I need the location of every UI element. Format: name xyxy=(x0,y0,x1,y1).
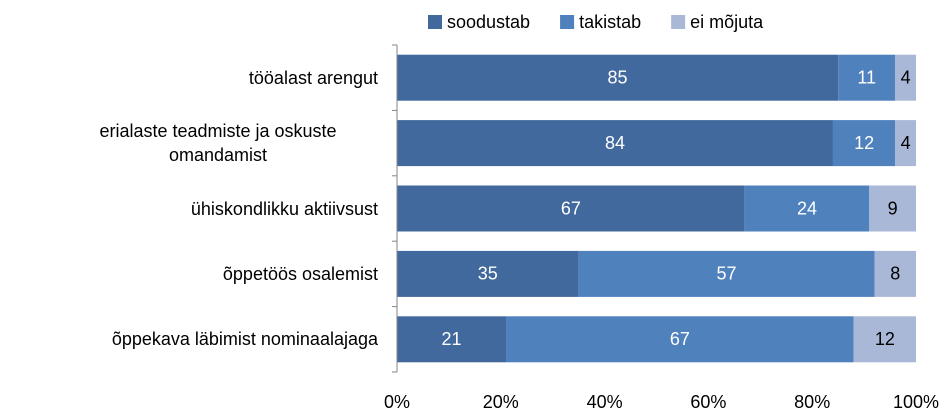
bar-segment xyxy=(895,120,916,167)
category-text: õppetöös osalemist xyxy=(222,263,378,284)
value-label: 35 xyxy=(478,264,498,284)
bar-segment xyxy=(838,54,896,101)
category-text: õppekava läbimist nominaalajaga xyxy=(111,329,378,350)
bar-segment xyxy=(397,185,745,232)
value-label: 24 xyxy=(797,198,817,218)
value-label: 4 xyxy=(901,133,911,153)
bar-segment xyxy=(832,120,896,167)
category-label: tööalast arengut xyxy=(249,66,378,90)
value-label: 21 xyxy=(441,329,461,349)
value-label: 67 xyxy=(670,329,690,349)
bar-segment xyxy=(397,120,833,167)
x-tick-label: 100% xyxy=(893,392,939,412)
legend-label: ei mõjuta xyxy=(690,12,764,32)
x-tick-label: 80% xyxy=(794,392,830,412)
bar-segment xyxy=(895,54,916,101)
bar-segment xyxy=(869,185,916,232)
legend-swatch xyxy=(428,15,442,29)
bar-segment xyxy=(744,185,870,232)
value-label: 9 xyxy=(888,198,898,218)
bar-segment xyxy=(505,316,854,363)
legend-label: takistab xyxy=(579,12,641,32)
value-label: 8 xyxy=(890,264,900,284)
category-label: erialaste teadmiste ja oskuste omandamis… xyxy=(58,119,378,167)
bar-segment xyxy=(397,54,839,101)
value-label: 57 xyxy=(717,264,737,284)
x-tick-label: 0% xyxy=(384,392,410,412)
value-label: 84 xyxy=(605,133,625,153)
category-label: õppetöös osalemist xyxy=(223,262,378,286)
value-label: 85 xyxy=(608,67,628,87)
bar-segment xyxy=(874,250,916,297)
bar-segment xyxy=(853,316,916,363)
value-label: 12 xyxy=(854,133,874,153)
value-label: 11 xyxy=(857,67,876,87)
x-tick-label: 20% xyxy=(483,392,519,412)
category-text: tööalast arengut xyxy=(248,67,378,88)
value-label: 4 xyxy=(901,67,911,87)
bar-segment xyxy=(397,250,579,297)
x-tick-label: 40% xyxy=(587,392,623,412)
legend-label: soodustab xyxy=(447,12,530,32)
bar-segment xyxy=(578,250,875,297)
legend-swatch xyxy=(560,15,575,29)
category-label: ühiskondlikku aktiivsust xyxy=(191,197,378,221)
legend-swatch xyxy=(671,15,686,29)
value-label: 67 xyxy=(561,198,581,218)
bar-segment xyxy=(397,316,506,363)
value-label: 12 xyxy=(875,329,895,349)
category-label: õppekava läbimist nominaalajaga xyxy=(112,327,378,351)
x-tick-label: 60% xyxy=(690,392,726,412)
category-text: erialaste teadmiste ja oskuste omandamis… xyxy=(99,121,337,166)
category-text: ühiskondlikku aktiivsust xyxy=(190,198,378,219)
